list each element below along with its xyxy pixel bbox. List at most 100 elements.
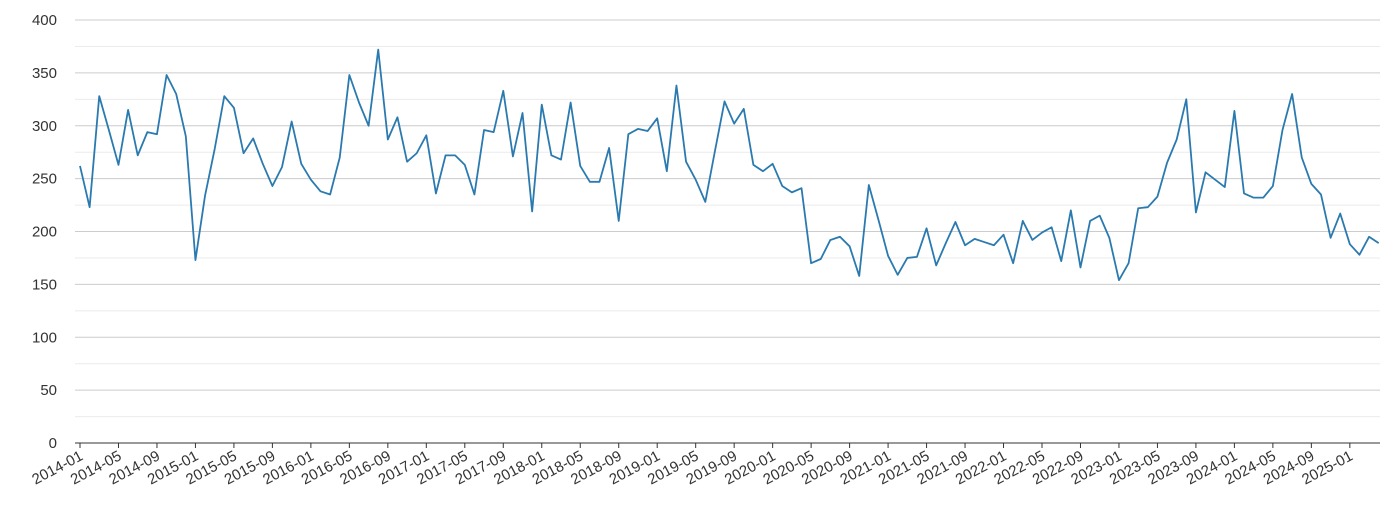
data-point — [156, 133, 158, 135]
data-point — [1243, 192, 1245, 194]
data-point — [1070, 209, 1072, 211]
data-point — [1301, 156, 1303, 158]
data-point — [271, 185, 273, 187]
data-point — [194, 259, 196, 261]
data-point — [743, 108, 745, 110]
data-point — [589, 181, 591, 183]
y-tick-label: 50 — [40, 382, 57, 399]
data-point — [791, 191, 793, 193]
data-point — [117, 164, 119, 166]
data-point — [772, 163, 774, 165]
data-point — [127, 109, 129, 111]
data-point — [108, 129, 110, 131]
grid-lines — [75, 19, 1380, 418]
data-point — [945, 242, 947, 244]
data-point — [762, 170, 764, 172]
data-point — [1031, 239, 1033, 241]
data-point — [1185, 98, 1187, 100]
data-point — [348, 74, 350, 76]
y-tick-label: 350 — [32, 65, 57, 82]
data-point — [733, 123, 735, 125]
data-point — [801, 187, 803, 189]
data-point — [781, 185, 783, 187]
data-point — [1320, 193, 1322, 195]
data-point — [1089, 220, 1091, 222]
data-point — [1099, 215, 1101, 217]
data-point — [829, 239, 831, 241]
data-point — [89, 206, 91, 208]
data-point — [310, 179, 312, 181]
data-point — [570, 101, 572, 103]
data-point — [531, 210, 533, 212]
data-point — [1022, 220, 1024, 222]
data-point — [454, 154, 456, 156]
data-point — [974, 238, 976, 240]
data-point — [387, 139, 389, 141]
data-point — [1310, 183, 1312, 185]
data-point — [1378, 242, 1380, 244]
data-point — [598, 181, 600, 183]
data-point — [579, 165, 581, 167]
data-point — [550, 154, 552, 156]
y-tick-label: 400 — [32, 12, 57, 29]
data-point — [1060, 260, 1062, 262]
data-point — [627, 133, 629, 135]
data-point — [175, 93, 177, 95]
data-point — [1147, 206, 1149, 208]
data-point — [1330, 237, 1332, 239]
data-point — [1128, 262, 1130, 264]
data-point — [512, 155, 514, 157]
data-point — [810, 262, 812, 264]
data-point — [637, 128, 639, 130]
y-tick-label: 300 — [32, 118, 57, 135]
data-point — [1012, 262, 1014, 264]
data-point — [320, 190, 322, 192]
data-point — [714, 150, 716, 152]
data-point — [608, 147, 610, 149]
data-point — [724, 100, 726, 102]
data-point — [98, 95, 100, 97]
data-point — [1051, 226, 1053, 228]
data-point — [425, 134, 427, 136]
data-point — [1003, 234, 1005, 236]
data-point — [243, 152, 245, 154]
data-point — [1262, 197, 1264, 199]
data-point — [820, 258, 822, 260]
data-point — [1041, 232, 1043, 234]
data-point — [1291, 93, 1293, 95]
data-point — [560, 159, 562, 161]
data-point — [656, 117, 658, 119]
data-point — [79, 165, 81, 167]
data-point — [464, 164, 466, 166]
data-point — [1233, 110, 1235, 112]
data-point — [166, 74, 168, 76]
data-point — [368, 125, 370, 127]
data-point — [146, 131, 148, 133]
data-point — [1253, 197, 1255, 199]
series-line — [79, 48, 1380, 282]
data-point — [993, 244, 995, 246]
data-point — [1205, 171, 1207, 173]
data-point — [233, 107, 235, 109]
data-point — [445, 154, 447, 156]
data-point — [1349, 243, 1351, 245]
data-point — [618, 220, 620, 222]
data-point — [1118, 279, 1120, 281]
series-group — [79, 48, 1380, 282]
data-point — [1214, 179, 1216, 181]
data-point — [300, 163, 302, 165]
y-tick-label: 150 — [32, 276, 57, 293]
data-point — [377, 49, 379, 51]
data-point — [223, 95, 225, 97]
data-point — [281, 166, 283, 168]
y-tick-label: 0 — [49, 435, 57, 452]
data-point — [1282, 129, 1284, 131]
data-point — [204, 195, 206, 197]
data-point — [1358, 254, 1360, 256]
data-point — [897, 274, 899, 276]
data-point — [396, 116, 398, 118]
data-point — [964, 244, 966, 246]
data-point — [675, 85, 677, 87]
data-point — [685, 161, 687, 163]
